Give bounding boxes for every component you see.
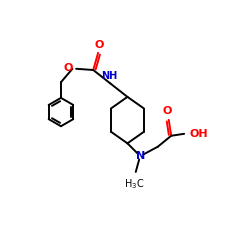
- Text: OH: OH: [190, 128, 208, 138]
- Text: O: O: [64, 63, 73, 73]
- Text: N: N: [136, 151, 145, 161]
- Text: NH: NH: [101, 72, 117, 82]
- Text: O: O: [95, 40, 104, 50]
- Text: O: O: [163, 106, 172, 117]
- Text: H$_3$C: H$_3$C: [124, 177, 145, 191]
